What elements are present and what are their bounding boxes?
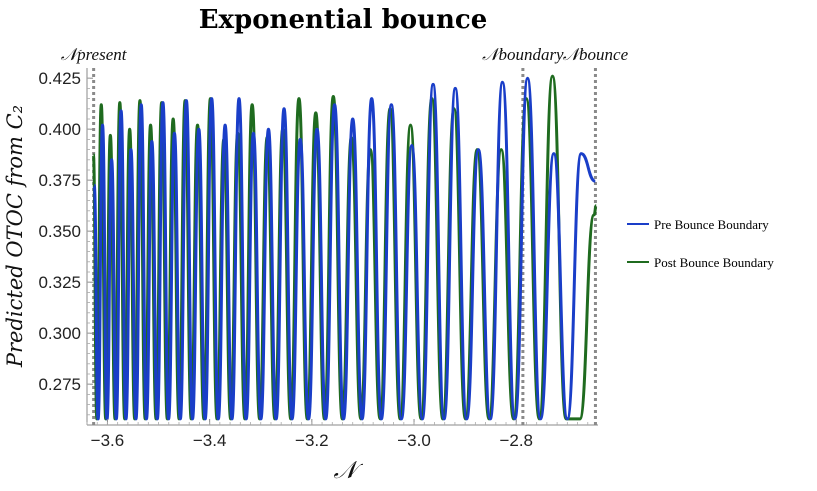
x-tick-label: −3.2	[295, 431, 329, 450]
y-tick-label: 0.275	[38, 375, 81, 394]
y-tick-label: 0.300	[38, 324, 81, 343]
vertical-marker-label: 𝒩present	[61, 45, 128, 64]
x-tick-label: −3.4	[193, 431, 227, 450]
series-layer	[91, 74, 598, 421]
legend: Pre Bounce Boundary Post Bounce Boundary	[627, 217, 774, 270]
vertical-markers: 𝒩present 𝒩boundary 𝒩bounce	[61, 45, 629, 425]
series-line-0	[92, 76, 596, 421]
tick-labels: −3.6 −3.4 −3.2 −3.0 −2.8 0.275 0.300 0.325 0.350…	[38, 69, 589, 450]
legend-label: Pre Bounce Boundary	[654, 217, 769, 232]
y-tick-label: 0.425	[38, 69, 81, 88]
y-tick-label: 0.400	[38, 120, 81, 139]
legend-label: Post Bounce Boundary	[654, 255, 774, 270]
x-tick-label: −3.0	[397, 431, 431, 450]
vertical-marker-label: 𝒩boundary	[482, 45, 564, 64]
x-tick-label: −3.6	[91, 431, 125, 450]
y-tick-label: 0.375	[38, 171, 81, 190]
vertical-marker-label: 𝒩bounce	[563, 45, 629, 64]
x-axis-label: 𝒩	[334, 458, 364, 484]
y-axis-label: Predicted OTOC from C₂	[3, 105, 27, 368]
y-tick-label: 0.325	[38, 273, 81, 292]
y-tick-label: 0.350	[38, 222, 81, 241]
chart-title: Exponential bounce	[199, 5, 488, 35]
x-tick-label: −2.8	[499, 431, 533, 450]
